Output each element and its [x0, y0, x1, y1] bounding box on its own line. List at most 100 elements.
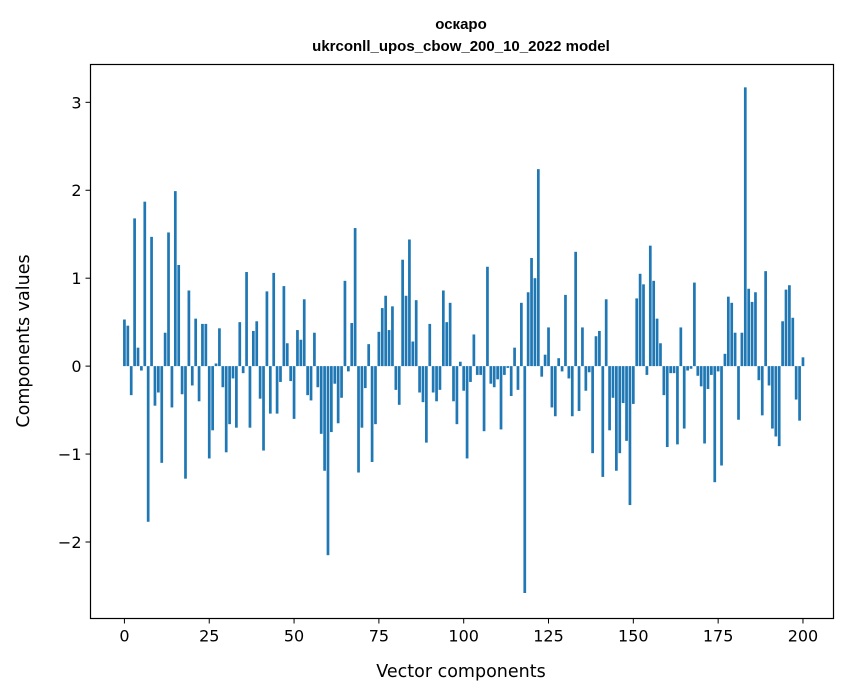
- y-tick-label: −2: [58, 533, 82, 552]
- bar: [235, 366, 238, 428]
- bar: [523, 366, 527, 593]
- bar: [224, 366, 228, 453]
- x-tick-label: 25: [199, 627, 219, 646]
- bar: [123, 319, 126, 367]
- bar: [441, 290, 445, 367]
- bar: [564, 294, 567, 367]
- bar: [486, 266, 489, 367]
- bar: [665, 366, 669, 448]
- bar: [404, 295, 408, 367]
- bar: [723, 353, 727, 367]
- bar: [462, 366, 466, 391]
- bar: [190, 366, 194, 386]
- bar: [153, 366, 157, 406]
- bar: [346, 366, 350, 372]
- bar: [577, 366, 581, 411]
- bar: [757, 366, 761, 381]
- bar: [784, 289, 788, 367]
- bar: [374, 366, 377, 425]
- bar: [265, 291, 269, 367]
- bar: [730, 302, 734, 367]
- bar: [218, 328, 221, 367]
- bar: [621, 366, 625, 404]
- x-tick-label: 125: [533, 627, 564, 646]
- bars-group: [123, 87, 805, 593]
- bar: [628, 366, 632, 506]
- bar: [713, 366, 717, 483]
- y-tick-label: 1: [71, 269, 81, 288]
- bar: [516, 366, 520, 390]
- bar: [333, 366, 337, 384]
- bar: [506, 366, 510, 368]
- x-tick-label: 75: [369, 627, 389, 646]
- bar: [275, 366, 279, 414]
- bar: [618, 366, 622, 454]
- bar: [326, 366, 330, 556]
- bar: [207, 366, 211, 459]
- bar: [645, 366, 649, 375]
- bar: [740, 332, 744, 367]
- x-tick-label: 100: [448, 627, 479, 646]
- bar: [340, 366, 343, 398]
- bar: [231, 366, 235, 379]
- bar: [173, 191, 177, 367]
- x-axis-label: Vector components: [376, 662, 545, 682]
- x-tick-label: 200: [788, 627, 819, 646]
- y-tick-label: 3: [71, 93, 81, 112]
- bar: [245, 272, 248, 367]
- bar: [157, 366, 160, 393]
- bar: [285, 343, 289, 367]
- bar: [401, 259, 404, 367]
- bar: [221, 366, 225, 388]
- bar: [733, 332, 737, 367]
- bar: [631, 366, 635, 404]
- bar: [380, 308, 384, 367]
- bar: [425, 366, 428, 443]
- bar: [187, 290, 191, 367]
- bar: [492, 366, 496, 388]
- bar: [357, 366, 360, 473]
- bar: [435, 366, 438, 402]
- y-axis-ticks: −2 −1 0 1 2 3: [58, 93, 91, 552]
- bar: [625, 366, 628, 441]
- bar: [662, 366, 666, 396]
- bar: [136, 347, 140, 367]
- bar: [150, 236, 153, 367]
- bar: [659, 343, 662, 367]
- bar: [743, 87, 747, 367]
- bar: [584, 366, 588, 391]
- bar: [238, 322, 242, 367]
- bar: [146, 366, 150, 522]
- bar: [801, 357, 805, 367]
- bar: [526, 292, 530, 367]
- chart-title: оскаро: [435, 16, 486, 33]
- bar: [292, 366, 296, 419]
- bar: [204, 323, 208, 367]
- bar: [594, 336, 598, 367]
- bar: [791, 317, 795, 367]
- bar: [319, 366, 323, 434]
- x-tick-label: 50: [284, 627, 304, 646]
- bar: [313, 332, 316, 367]
- bar: [167, 232, 170, 367]
- bar: [608, 366, 611, 431]
- bar: [764, 271, 767, 367]
- bar: [509, 366, 513, 397]
- bar: [591, 366, 594, 454]
- bar: [469, 366, 472, 382]
- bar: [184, 366, 187, 479]
- bar: [289, 366, 293, 382]
- bar: [550, 366, 554, 408]
- bar: [706, 366, 710, 389]
- y-axis-label: Components values: [14, 254, 34, 427]
- bar: [448, 302, 452, 367]
- bar: [499, 366, 503, 430]
- bar: [750, 301, 754, 367]
- bar: [282, 286, 286, 367]
- bar: [536, 169, 540, 367]
- bar: [716, 366, 720, 372]
- bar: [133, 218, 136, 367]
- bar: [370, 366, 374, 462]
- bar: [533, 278, 537, 367]
